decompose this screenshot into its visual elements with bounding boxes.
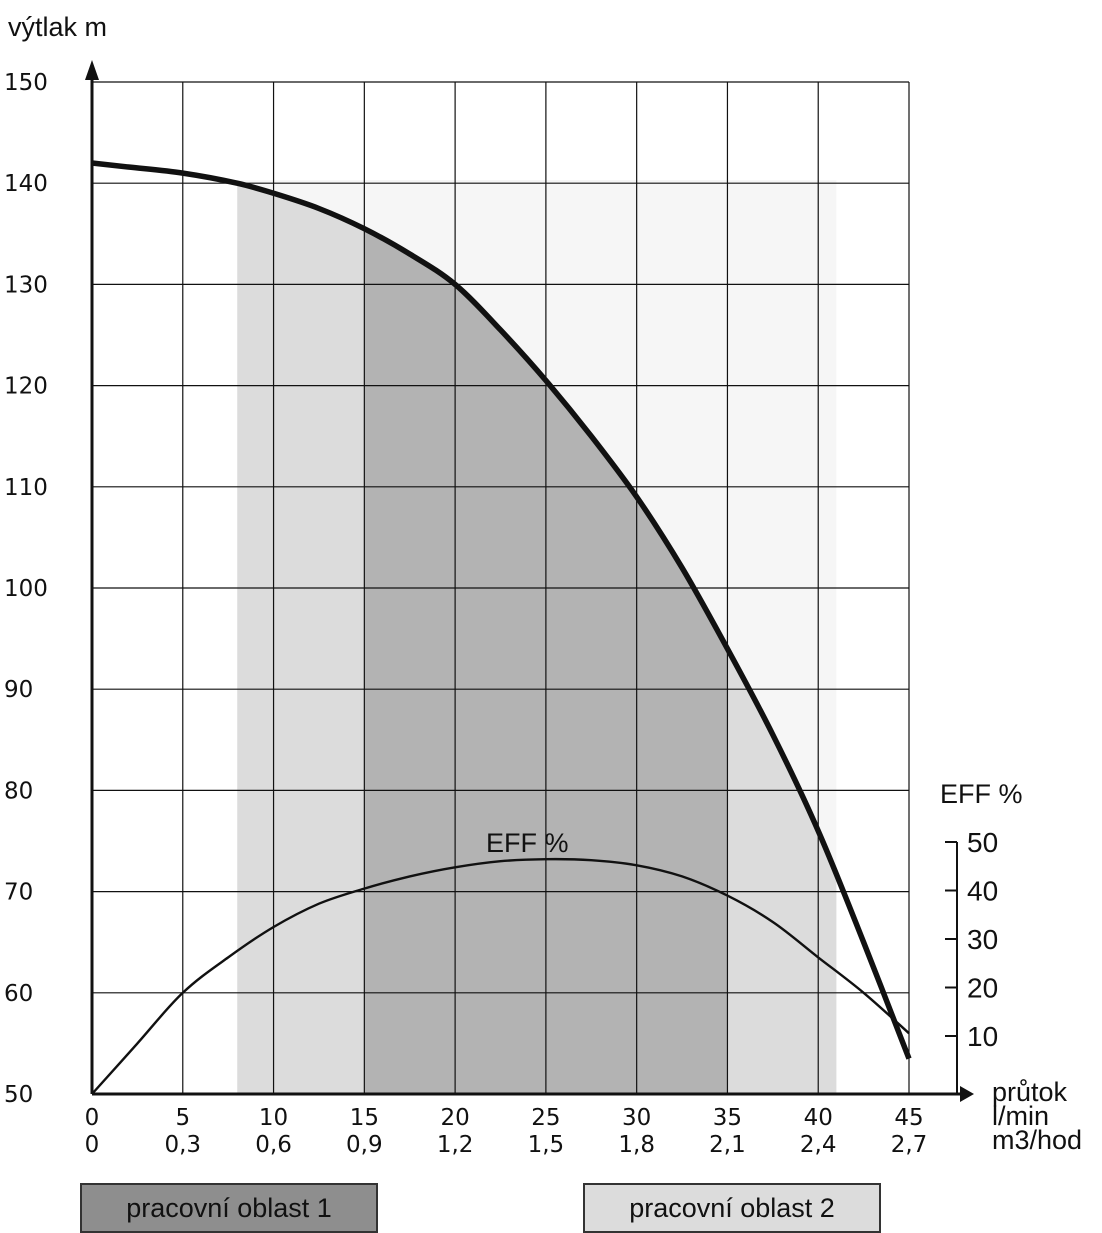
y-tick-label: 140	[4, 171, 48, 197]
y-tick-label: 60	[4, 981, 33, 1007]
legend-area-2-label: pracovní oblast 2	[629, 1192, 835, 1223]
x-axis-label-flow: průtok	[992, 1077, 1068, 1107]
x-tick-label-lmin: 25	[531, 1105, 560, 1131]
y-tick-label: 70	[4, 880, 33, 906]
x-tick-label-lmin: 0	[85, 1105, 100, 1131]
efficiency-curve	[91, 857, 910, 1095]
x-tick-label-lmin: 5	[175, 1105, 190, 1131]
eff-tick-label: 20	[967, 973, 998, 1004]
x-tick-label-lmin: 10	[259, 1105, 288, 1131]
x-tick-label-m3h: 2,7	[891, 1132, 928, 1158]
head-curve	[91, 160, 912, 1060]
x-tick-label-lmin: 15	[350, 1105, 379, 1131]
pump-curve-chart: výtlak m EFF % EFF % průtok l/min m3/hod…	[4, 12, 1082, 1158]
x-tick-label-m3h: 0,6	[255, 1132, 292, 1158]
x-tick-label-lmin: 40	[804, 1105, 833, 1131]
y-axis-label: výtlak m	[8, 12, 107, 42]
eff-tick-label: 50	[967, 827, 998, 858]
x-tick-label-lmin: 30	[622, 1105, 651, 1131]
eff-tick-label: 40	[967, 876, 998, 907]
eff-tick-label: 10	[967, 1021, 998, 1052]
eff-curve-label: EFF %	[486, 828, 569, 858]
x-tick-label-m3h: 1,2	[437, 1132, 474, 1158]
x-tick-label-lmin: 35	[713, 1105, 742, 1131]
eff-axis-label: EFF %	[940, 779, 1023, 809]
x-axis-label-m3h: m3/hod	[992, 1125, 1082, 1155]
eff-tick-label: 30	[967, 924, 998, 955]
y-tick-label: 100	[4, 576, 48, 602]
y-tick-label: 130	[4, 272, 48, 298]
x-tick-label-m3h: 1,5	[528, 1132, 565, 1158]
x-tick-label-lmin: 20	[440, 1105, 469, 1131]
y-tick-label: 150	[4, 70, 48, 96]
y-tick-label: 90	[4, 677, 33, 703]
x-tick-label-lmin: 45	[894, 1105, 923, 1131]
x-tick-label-m3h: 0,9	[346, 1132, 383, 1158]
legend-area-2: pracovní oblast 2	[583, 1183, 881, 1233]
y-tick-label: 80	[4, 778, 33, 804]
legend-area-1-label: pracovní oblast 1	[126, 1192, 332, 1223]
y-axis-arrow	[85, 60, 99, 80]
x-tick-label-m3h: 0	[85, 1132, 100, 1158]
x-tick-label-m3h: 1,8	[618, 1132, 655, 1158]
x-tick-label-m3h: 2,4	[800, 1132, 837, 1158]
x-tick-label-m3h: 2,1	[709, 1132, 746, 1158]
x-axis-label-lmin: l/min	[992, 1101, 1049, 1131]
legend-area-1: pracovní oblast 1	[80, 1183, 378, 1233]
y-tick-label: 120	[4, 374, 48, 400]
x-tick-label-m3h: 0,3	[164, 1132, 201, 1158]
x-axis-arrow	[960, 1086, 974, 1102]
y-tick-label: 50	[4, 1082, 33, 1108]
y-tick-label: 110	[4, 475, 48, 501]
